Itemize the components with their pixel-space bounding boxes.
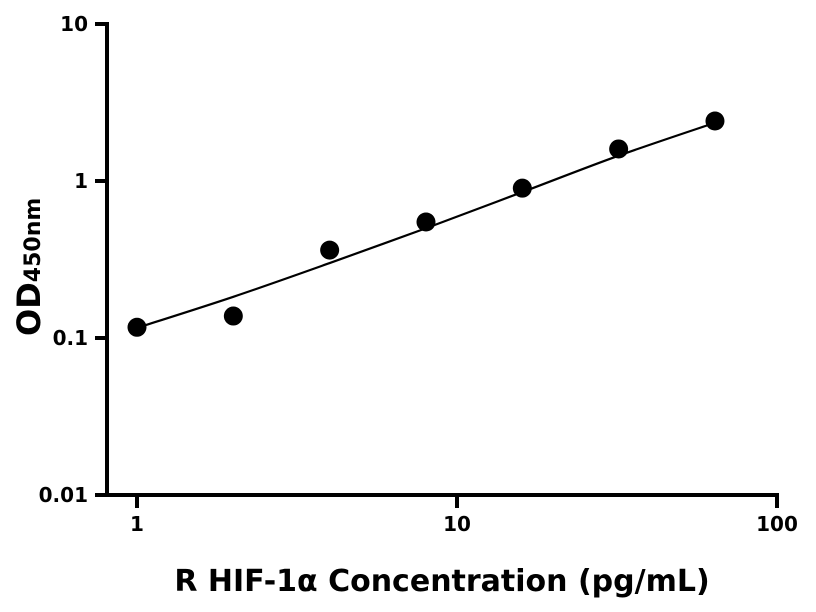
data-point	[416, 212, 436, 232]
y-tick-label: 10	[60, 12, 88, 36]
data-point	[609, 139, 629, 159]
y-axis-title-subscript: 450nm	[21, 198, 46, 283]
data-points	[127, 111, 725, 337]
x-axis-title: R HIF-1α Concentration (pg/mL)	[174, 564, 709, 599]
y-axis: 10 1 0.1 0.01	[39, 12, 109, 507]
x-axis: 1 10 100	[105, 493, 798, 536]
data-point	[320, 240, 340, 260]
data-point	[705, 111, 725, 131]
y-axis-title-main: OD	[10, 282, 48, 336]
y-tick-label: 1	[74, 169, 88, 193]
y-tick-label: 0.01	[39, 483, 88, 507]
data-point	[512, 178, 532, 198]
svg-text:OD450nm: OD450nm	[10, 198, 48, 336]
y-axis-title: OD450nm	[10, 198, 48, 336]
data-point	[127, 317, 147, 337]
data-point	[223, 306, 243, 326]
y-tick-label: 0.1	[53, 326, 88, 350]
x-tick-label: 10	[443, 512, 471, 536]
x-tick-label: 1	[130, 512, 144, 536]
plot-area	[127, 111, 725, 337]
x-tick-label: 100	[756, 512, 798, 536]
